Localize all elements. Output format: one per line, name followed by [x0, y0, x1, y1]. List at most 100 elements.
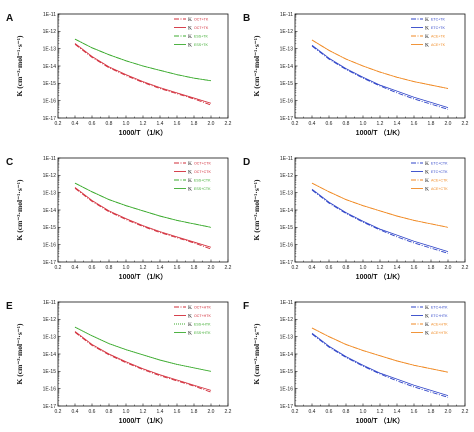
x-tick-label: 0.6 — [89, 265, 96, 271]
legend-label-1: K — [188, 17, 192, 23]
series-line-1 — [74, 331, 212, 393]
legend-label-4: K — [188, 331, 192, 337]
legend-tag-2: ETC+HTK — [431, 314, 448, 318]
legend-tag-3: ESS+TK — [194, 34, 208, 38]
legend-tag-1: OCT+TK — [194, 17, 209, 21]
y-tick-label: 1E-14 — [43, 208, 57, 214]
panel-letter: B — [243, 13, 250, 24]
x-tick-label: 0.6 — [326, 121, 333, 127]
y-tick-label: 1E-15 — [280, 369, 294, 375]
legend-label-2: K — [425, 170, 429, 176]
series-line-4 — [311, 327, 449, 373]
legend-label-1: K — [188, 305, 192, 311]
series-line-4 — [74, 38, 212, 82]
y-tick-label: 1E-11 — [43, 300, 56, 306]
legend-tag-1: ETC+CTK — [431, 161, 448, 165]
y-tick-label: 1E-12 — [43, 173, 57, 179]
x-tick-label: 2.2 — [462, 121, 469, 127]
x-tick-label: 1.8 — [191, 121, 198, 127]
x-tick-label: 2.0 — [445, 409, 452, 415]
legend-label-2: K — [425, 26, 429, 32]
y-tick-label: 1E-17 — [280, 404, 294, 410]
x-tick-label: 1.4 — [157, 265, 164, 271]
x-tick-label: 0.4 — [72, 409, 79, 415]
x-tick-label: 2.2 — [225, 409, 232, 415]
legend-label-3: K — [188, 178, 192, 184]
legend-tag-3: ESS+CTK — [194, 178, 211, 182]
x-tick-label: 1.4 — [394, 121, 401, 127]
legend-label-3: K — [425, 178, 429, 184]
y-tick-label: 1E-12 — [280, 173, 294, 179]
x-tick-label: 2.0 — [208, 121, 215, 127]
y-tick-label: 1E-15 — [43, 369, 57, 375]
x-tick-label: 0.8 — [106, 409, 113, 415]
panel-f: F 0.2 0.4 0.6 0.8 1.0 1.2 1.4 1.6 1.8 2.0 2.2 1E-17 1… — [243, 300, 469, 425]
legend-tag-4: ESS+HTK — [194, 331, 211, 335]
y-tick-label: 1E-11 — [280, 156, 293, 162]
series-line-1 — [74, 43, 212, 106]
x-tick-label: 0.4 — [309, 409, 316, 415]
x-axis-label: 1000/T （1/K） — [356, 417, 405, 425]
y-tick-label: 1E-11 — [280, 12, 293, 18]
legend-tag-4: ACE+TK — [431, 43, 446, 47]
x-axis-label: 1000/T （1/K） — [119, 417, 168, 425]
y-tick-label: 1E-16 — [43, 242, 57, 248]
legend-tag-1: OCT+HTK — [194, 305, 211, 309]
legend-label-3: K — [188, 34, 192, 40]
legend-tag-1: ETC+HTK — [431, 305, 448, 309]
legend-label-1: K — [425, 161, 429, 167]
legend-label-3: K — [188, 322, 192, 328]
legend-tag-3: ESS+HTK — [194, 322, 211, 326]
x-tick-label: 0.4 — [309, 265, 316, 271]
legend-label-2: K — [425, 314, 429, 320]
y-axis-label: K (cm⁻³·mol⁻¹·s⁻¹) — [252, 179, 261, 240]
x-tick-label: 1.6 — [411, 409, 418, 415]
x-tick-label: 0.4 — [309, 121, 316, 127]
series-line-1 — [311, 189, 449, 254]
x-tick-label: 2.0 — [208, 265, 215, 271]
legend-label-4: K — [425, 43, 429, 49]
legend-label-3: K — [425, 322, 429, 328]
legend-tag-2: ETC+CTK — [431, 170, 448, 174]
x-tick-label: 1.2 — [377, 409, 384, 415]
legend-tag-2: OCT+CTK — [194, 170, 211, 174]
x-tick-label: 0.2 — [55, 265, 62, 271]
x-tick-label: 1.2 — [140, 265, 147, 271]
panel-a: A 0.2 0.4 0.6 0.8 1.0 1.2 1.4 1.6 1.8 2.0 2.2 1E-17 1… — [6, 12, 232, 137]
panel-letter: A — [6, 13, 13, 24]
x-tick-label: 0.2 — [55, 409, 62, 415]
x-tick-label: 0.4 — [72, 121, 79, 127]
x-tick-label: 2.2 — [225, 265, 232, 271]
legend-tag-4: ESS+TK — [194, 43, 208, 47]
y-axis-label: K (cm⁻³·mol⁻¹·s⁻¹) — [15, 323, 24, 384]
legend-tag-3: ACE+HTK — [431, 322, 448, 326]
panel-letter: E — [6, 301, 13, 312]
y-tick-label: 1E-13 — [280, 46, 294, 52]
panel-d: D 0.2 0.4 0.6 0.8 1.0 1.2 1.4 1.6 1.8 2.0 2.2 1E-17 1… — [243, 156, 469, 281]
legend-tag-2: OCT+TK — [194, 26, 209, 30]
x-tick-label: 0.2 — [292, 409, 299, 415]
x-axis-label: 1000/T （1/K） — [119, 129, 168, 137]
y-tick-label: 1E-13 — [43, 334, 57, 340]
legend-tag-4: ACE+HTK — [431, 331, 448, 335]
x-tick-label: 1.4 — [157, 409, 164, 415]
x-tick-label: 1.8 — [191, 409, 198, 415]
legend-tag-3: ACE+CTK — [431, 178, 448, 182]
series-line-2 — [74, 187, 212, 248]
y-tick-label: 1E-12 — [280, 317, 294, 323]
x-tick-label: 0.6 — [326, 409, 333, 415]
x-tick-label: 1.6 — [174, 265, 181, 271]
legend-label-1: K — [425, 305, 429, 311]
legend-label-4: K — [188, 187, 192, 193]
legend-tag-3: ACE+TK — [431, 34, 446, 38]
series-line-1 — [311, 333, 449, 398]
panel-letter: D — [243, 157, 250, 168]
x-tick-label: 1.2 — [377, 265, 384, 271]
legend-label-2: K — [188, 170, 192, 176]
y-tick-label: 1E-17 — [280, 116, 294, 122]
x-tick-label: 0.6 — [326, 265, 333, 271]
legend-label-2: K — [188, 26, 192, 32]
y-tick-label: 1E-16 — [280, 242, 294, 248]
y-axis-label: K (cm⁻³·mol⁻¹·s⁻¹) — [15, 179, 24, 240]
